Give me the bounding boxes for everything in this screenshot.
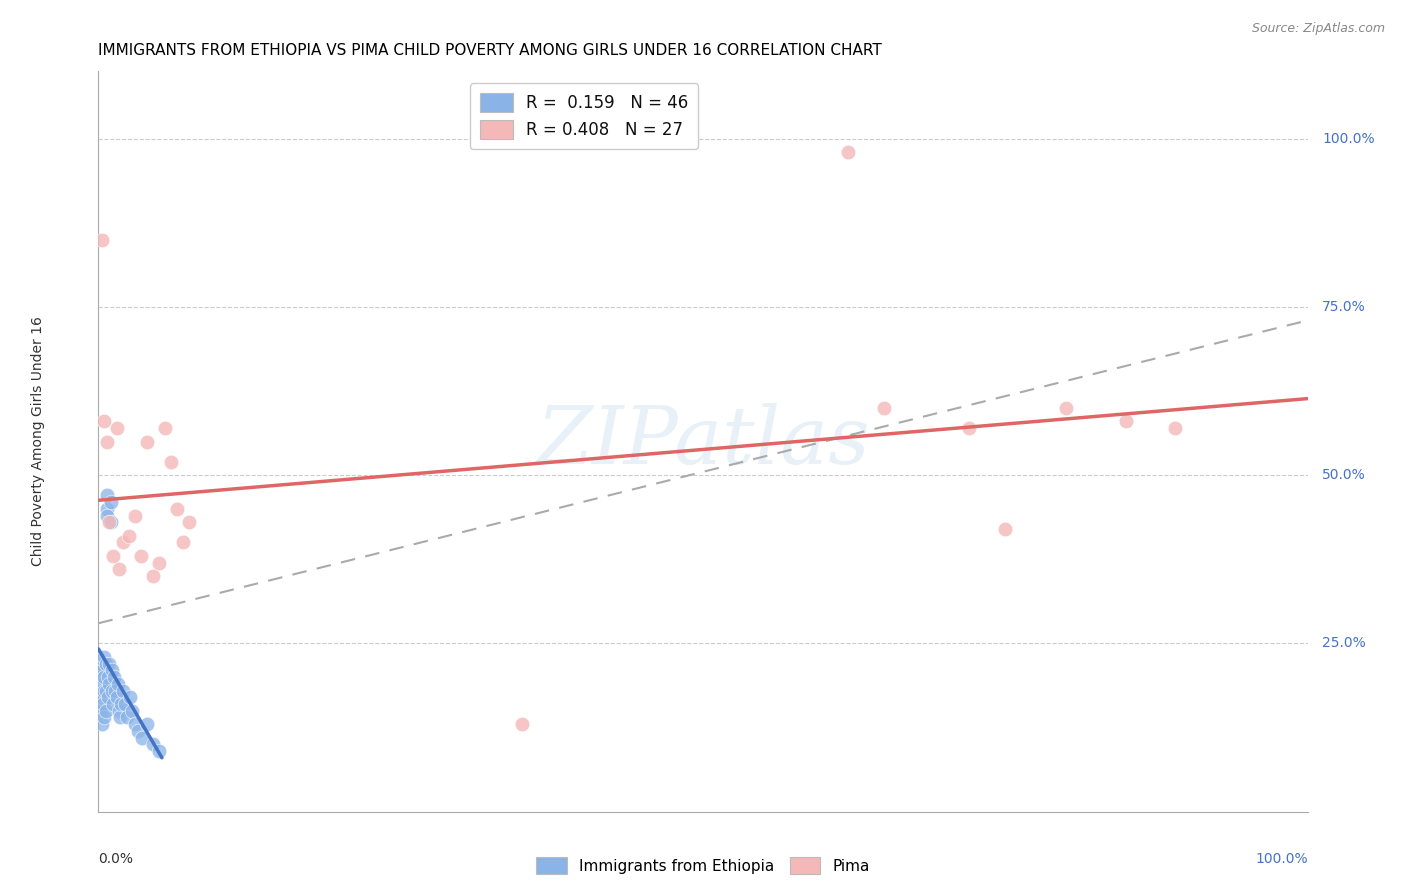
Point — [91, 717, 114, 731]
Text: 0.0%: 0.0% — [98, 853, 134, 866]
Point — [1115, 414, 1137, 428]
Point — [91, 690, 114, 705]
Point — [91, 657, 114, 671]
Point — [97, 690, 120, 705]
Point — [135, 434, 157, 449]
Point — [1054, 401, 1077, 415]
Point — [114, 697, 136, 711]
Point — [96, 501, 118, 516]
Legend: R =  0.159   N = 46, R = 0.408   N = 27: R = 0.159 N = 46, R = 0.408 N = 27 — [470, 83, 699, 149]
Point — [93, 710, 115, 724]
Point — [179, 516, 201, 530]
Point — [91, 233, 114, 247]
Point — [142, 569, 165, 583]
Point — [153, 421, 176, 435]
Point — [93, 414, 115, 428]
Point — [100, 664, 122, 678]
Point — [172, 535, 194, 549]
Point — [94, 657, 117, 671]
Point — [89, 683, 111, 698]
Point — [101, 697, 124, 711]
Point — [118, 529, 141, 543]
Point — [110, 697, 132, 711]
Point — [90, 704, 112, 718]
Point — [108, 562, 131, 576]
Point — [90, 670, 112, 684]
Point — [94, 704, 117, 718]
Point — [118, 690, 141, 705]
Point — [93, 649, 115, 664]
Point — [127, 723, 149, 738]
Point — [98, 677, 121, 691]
Point — [104, 683, 127, 698]
Point — [100, 516, 122, 530]
Point — [93, 670, 115, 684]
Point — [105, 421, 128, 435]
Point — [994, 522, 1017, 536]
Point — [124, 508, 146, 523]
Point — [135, 717, 157, 731]
Point — [510, 717, 533, 731]
Point — [96, 434, 118, 449]
Point — [98, 657, 121, 671]
Point — [101, 549, 124, 563]
Point — [100, 495, 122, 509]
Point — [117, 710, 139, 724]
Point — [166, 501, 188, 516]
Point — [837, 145, 859, 160]
Point — [129, 549, 152, 563]
Point — [111, 535, 134, 549]
Point — [108, 704, 131, 718]
Point — [105, 690, 128, 705]
Text: 50.0%: 50.0% — [1322, 468, 1365, 483]
Point — [121, 704, 143, 718]
Point — [97, 670, 120, 684]
Point — [111, 683, 134, 698]
Point — [124, 717, 146, 731]
Point — [131, 731, 153, 745]
Point — [96, 488, 118, 502]
Legend: Immigrants from Ethiopia, Pima: Immigrants from Ethiopia, Pima — [530, 851, 876, 880]
Point — [1163, 421, 1185, 435]
Text: Child Poverty Among Girls Under 16: Child Poverty Among Girls Under 16 — [31, 317, 45, 566]
Text: Source: ZipAtlas.com: Source: ZipAtlas.com — [1251, 22, 1385, 36]
Point — [94, 683, 117, 698]
Point — [103, 670, 125, 684]
Point — [91, 664, 114, 678]
Point — [957, 421, 980, 435]
Point — [100, 683, 122, 698]
Point — [96, 508, 118, 523]
Point — [873, 401, 896, 415]
Text: 75.0%: 75.0% — [1322, 300, 1365, 314]
Point — [148, 744, 170, 758]
Point — [148, 556, 170, 570]
Text: 100.0%: 100.0% — [1256, 853, 1308, 866]
Point — [93, 683, 115, 698]
Text: 100.0%: 100.0% — [1322, 132, 1375, 145]
Point — [91, 677, 114, 691]
Point — [91, 697, 114, 711]
Text: 25.0%: 25.0% — [1322, 637, 1365, 650]
Point — [98, 516, 121, 530]
Point — [160, 455, 183, 469]
Text: IMMIGRANTS FROM ETHIOPIA VS PIMA CHILD POVERTY AMONG GIRLS UNDER 16 CORRELATION : IMMIGRANTS FROM ETHIOPIA VS PIMA CHILD P… — [98, 43, 882, 58]
Point — [142, 738, 165, 752]
Point — [108, 710, 131, 724]
Text: ZIPatlas: ZIPatlas — [536, 403, 870, 480]
Point — [107, 677, 129, 691]
